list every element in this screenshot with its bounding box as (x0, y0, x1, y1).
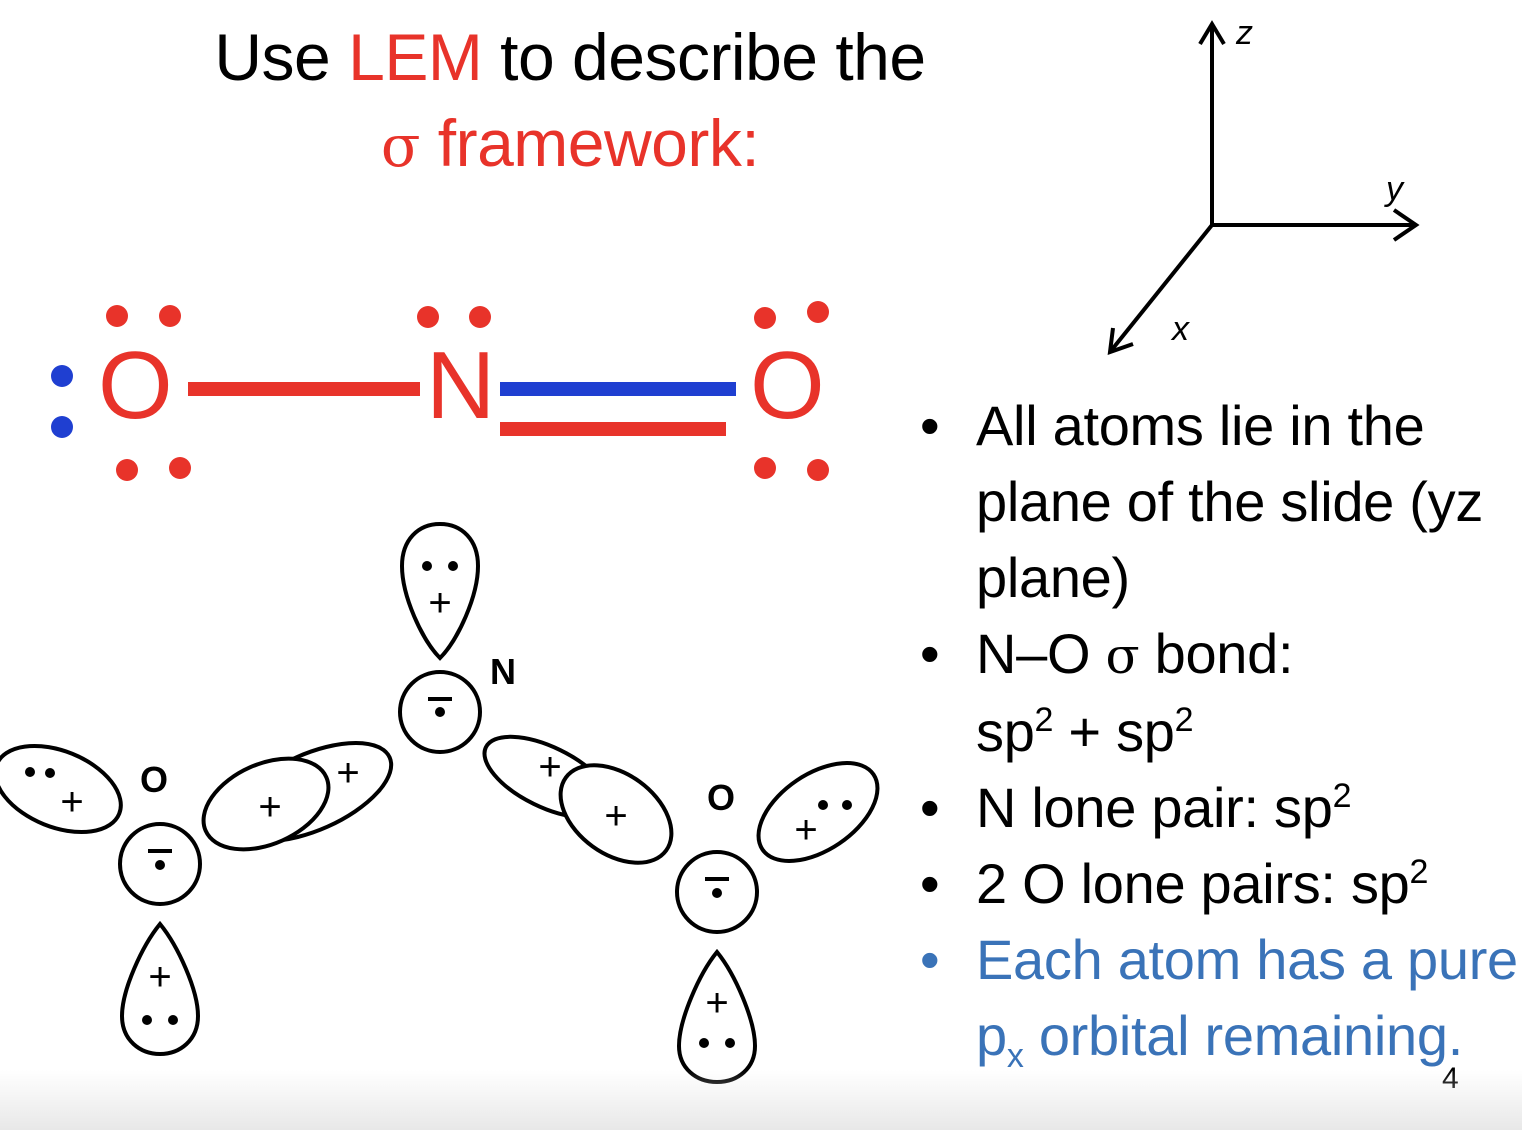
n-core-minus (428, 697, 452, 701)
bullet-list: All atoms lie in the plane of the slide … (920, 388, 1520, 1074)
orbital-diagram (0, 521, 880, 1085)
o-left-core-minus (148, 849, 172, 853)
o-right-label: O (707, 777, 735, 818)
o-left-lone-pair-lobe-1 (0, 743, 123, 835)
lobe-electron-dots (25, 561, 852, 1048)
electron-dot (448, 561, 458, 571)
o-right-lone-pair-lobe-1 (756, 761, 880, 863)
lewis-double-bond-pi (500, 382, 736, 396)
electron-dot (45, 768, 55, 778)
lone-pair-dot (159, 305, 181, 327)
n-core-dot (435, 707, 445, 717)
title-line-1: Use LEM to describe the (214, 20, 926, 94)
lone-pair-dot (469, 306, 491, 328)
plus-sign: + (538, 745, 561, 789)
plus-sign: + (258, 785, 281, 829)
o-left-label: O (140, 759, 168, 800)
o-left-lone-pair-lobe-2 (119, 920, 201, 1057)
z-arrowhead (1198, 20, 1226, 46)
o-left-core-dot (155, 860, 165, 870)
lewis-atom-n: N (426, 332, 495, 439)
title-line-2: σ framework: (380, 106, 760, 180)
bullet-sigma-symbol: σ (1105, 627, 1140, 685)
electron-dot (142, 1015, 152, 1025)
page-number: 4 (1442, 1062, 1459, 1095)
x-axis-label: x (1170, 310, 1190, 348)
lone-pair-dot (106, 305, 128, 327)
lone-pair-dot (754, 457, 776, 479)
electron-dot (168, 1015, 178, 1025)
electron-dot (25, 767, 35, 777)
plus-sign: + (428, 581, 451, 625)
coordinate-axes (1107, 20, 1420, 355)
plus-sign: + (60, 780, 83, 824)
bullet-n-lone-pair: N lone pair: sp2 (920, 770, 1520, 846)
o-right-sp2-bonding-lobe (558, 763, 674, 865)
phase-signs: + + + + + + + + + (60, 581, 817, 1025)
bullet-sigma-bond: N–O σ bond:sp2 + sp2 (920, 616, 1520, 770)
lewis-lone-pairs-red (106, 301, 829, 481)
lone-pair-dot (116, 459, 138, 481)
z-axis-label: z (1235, 14, 1253, 52)
electron-dot (699, 1038, 709, 1048)
o-right-core-minus (705, 877, 729, 881)
y-axis-label: y (1384, 170, 1405, 208)
bullet-o-lone-pairs: 2 O lone pairs: sp2 (920, 846, 1520, 922)
electron-dot (842, 800, 852, 810)
lone-pair-dot (807, 459, 829, 481)
lone-pair-dot (51, 416, 73, 438)
y-arrowhead (1392, 208, 1420, 242)
electron-dot (818, 800, 828, 810)
lewis-lone-pair-blue (51, 365, 73, 438)
title-sigma: σ (380, 112, 421, 180)
lone-pair-dot (417, 306, 439, 328)
plus-sign: + (604, 794, 627, 838)
lewis-double-bond-sigma (500, 422, 726, 436)
electron-dot (725, 1038, 735, 1048)
lone-pair-dot (169, 457, 191, 479)
lewis-atom-o-right: O (750, 332, 825, 439)
x-arrowhead (1107, 327, 1134, 355)
plus-sign: + (148, 955, 171, 999)
lewis-atom-o-left: O (98, 332, 173, 439)
lone-pair-dot (51, 365, 73, 387)
plus-sign: + (705, 981, 728, 1025)
plus-sign: + (794, 808, 817, 852)
bullet-px-orbital: Each atom has a pure px orbital remainin… (920, 922, 1520, 1074)
title-highlight-lem: LEM (348, 20, 483, 94)
lewis-single-bond (188, 382, 420, 396)
lone-pair-dot (754, 307, 776, 329)
plus-sign: + (336, 751, 359, 795)
lone-pair-dot (807, 301, 829, 323)
n-label: N (490, 651, 516, 692)
electron-dot (422, 561, 432, 571)
o-left-sp2-bonding-lobe (201, 756, 331, 852)
slide-title: Use LEM to describe the σ framework: (130, 14, 1010, 189)
n-lone-pair-lobe (399, 521, 481, 661)
orbital-atom-labels: N O O (140, 651, 735, 818)
core-markings (148, 697, 729, 898)
x-axis (1108, 223, 1214, 354)
bullet-planarity: All atoms lie in the plane of the slide … (920, 388, 1520, 616)
o-right-core-dot (712, 888, 722, 898)
lewis-structure: O N O (51, 301, 829, 481)
